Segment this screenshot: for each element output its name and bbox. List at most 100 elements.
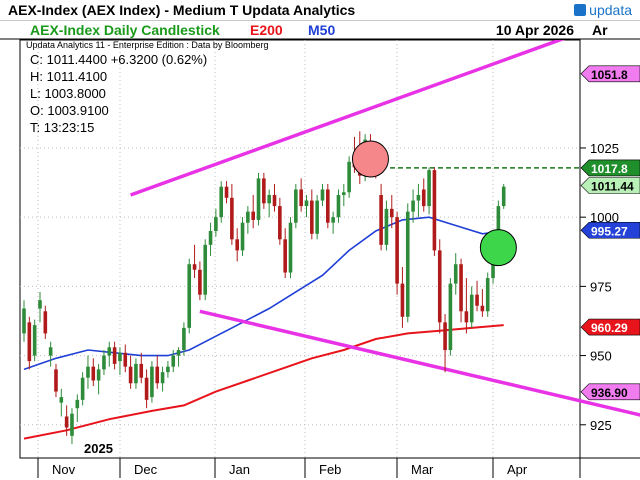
logo-text: updata [589, 2, 632, 18]
candle-31 [187, 258, 192, 334]
candle-body-50 [288, 222, 293, 273]
price-tag-label-936.90: 936.90 [591, 386, 628, 400]
legend-bar [0, 21, 640, 39]
candle-12 [86, 355, 90, 389]
candle-body-31 [187, 264, 192, 328]
candle-body-16 [107, 347, 112, 356]
price-tag-box-1051.8 [580, 65, 640, 83]
high-readout: H: 1011.4100 [30, 69, 107, 84]
candle-17 [112, 341, 117, 370]
candle-14 [96, 363, 101, 395]
price-tag-box-995.27 [580, 221, 640, 239]
candle-55 [315, 195, 319, 240]
candle-body-10 [75, 399, 80, 409]
candle-body-28 [171, 355, 176, 367]
candle-body-21 [134, 363, 138, 384]
price-tag-label-995.27: 995.27 [591, 224, 628, 238]
candle-body-7 [59, 397, 64, 403]
candle-81 [453, 253, 458, 295]
candle-51 [294, 183, 298, 229]
candle-69 [389, 195, 394, 229]
candle-68 [384, 200, 389, 251]
candle-36 [214, 208, 218, 237]
candle-37 [219, 181, 224, 223]
candle-56 [320, 183, 325, 207]
candle-body-13 [91, 366, 96, 381]
candle-body-73 [411, 200, 415, 212]
price-tag-1017.8: 1017.8 [580, 159, 640, 177]
candle-5 [48, 341, 53, 367]
price-tag-box-960.29 [580, 318, 640, 336]
ma-legend: M50 [308, 22, 335, 38]
chart-date: 10 Apr 2026 [496, 22, 574, 38]
candle-body-35 [208, 231, 213, 245]
candle-73 [411, 189, 415, 223]
candle-body-34 [203, 244, 208, 295]
candle-body-5 [48, 347, 53, 356]
candle-6 [54, 363, 58, 398]
candle-23 [144, 369, 149, 409]
candle-57 [326, 183, 330, 229]
candle-30 [182, 322, 186, 356]
candle-50 [288, 217, 293, 279]
candle-body-38 [224, 186, 229, 198]
candle-87 [485, 272, 490, 317]
candle-body-82 [459, 264, 463, 312]
candle-80 [448, 278, 453, 356]
candle-4 [43, 305, 48, 339]
candle-0 [22, 300, 26, 342]
price-tag-box-1017.8 [580, 159, 640, 177]
price-tag-label-1017.8: 1017.8 [591, 162, 628, 176]
candle-78 [437, 239, 442, 334]
low-readout: L: 1003.8000 [30, 86, 106, 101]
open-readout: O: 1003.9100 [30, 103, 109, 118]
annotation-layer [351, 140, 517, 267]
candle-body-11 [80, 377, 85, 400]
y-tick-label-925: 925 [590, 418, 612, 433]
indicator-layer [23, 40, 640, 440]
candle-70 [395, 211, 399, 295]
candle-body-54 [310, 200, 314, 234]
close-readout: C: 1011.4400 +6.3200 (0.62%) [30, 52, 207, 67]
ema200-line [23, 324, 504, 440]
candle-body-8 [64, 416, 69, 428]
x-tick-label-apr: Apr [507, 462, 528, 477]
x-tick-label-mar: Mar [411, 462, 434, 477]
candle-2 [32, 319, 37, 362]
candle-54 [310, 189, 314, 240]
candle-72 [405, 203, 410, 323]
candle-28 [171, 350, 176, 373]
candle-body-67 [379, 195, 383, 245]
candle-83 [464, 278, 469, 334]
candle-46 [267, 189, 271, 218]
candle-body-9 [70, 413, 74, 436]
candle-body-30 [182, 327, 186, 351]
price-tag-label-1051.8: 1051.8 [591, 68, 628, 82]
candle-44 [256, 172, 261, 226]
candle-body-0 [22, 308, 26, 334]
candle-84 [469, 286, 474, 328]
time-readout: T: 13:23:15 [30, 120, 94, 135]
price-tag-1051.8: 1051.8 [580, 65, 640, 83]
candle-body-71 [400, 283, 405, 317]
y-tick-label-1025: 1025 [590, 141, 619, 156]
candle-body-40 [235, 239, 239, 251]
candle-43 [251, 195, 255, 229]
candle-body-49 [283, 239, 287, 273]
price-tag-960.29: 960.29 [580, 318, 640, 336]
price-tag-1011.44: 1011.44 [580, 177, 640, 194]
candle-49 [283, 228, 287, 279]
candle-body-47 [272, 195, 277, 207]
info-panel: Updata Analytics 11 - Enterprise Edition… [26, 40, 268, 135]
candle-body-4 [43, 311, 48, 334]
price-tag-box-936.90 [580, 383, 640, 401]
upper-trendline [130, 40, 565, 197]
candle-body-43 [251, 211, 255, 220]
candle-29 [176, 347, 181, 367]
candle-body-15 [102, 355, 106, 370]
candle-body-79 [443, 322, 447, 351]
x-tick-label-jan: Jan [229, 462, 250, 477]
candle-body-58 [331, 217, 335, 223]
candle-body-83 [464, 311, 469, 323]
